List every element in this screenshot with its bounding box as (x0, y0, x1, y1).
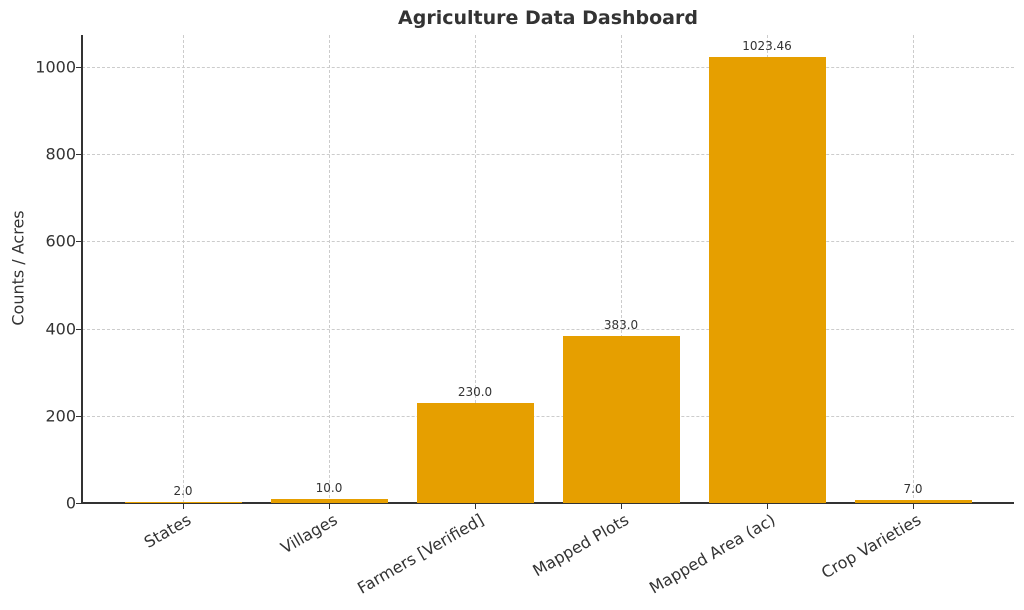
gridline-horizontal (82, 241, 1014, 243)
x-tick-label: Mapped Area (ac) (646, 510, 779, 598)
gridline-vertical (913, 35, 914, 503)
y-tick-label: 400 (45, 319, 76, 339)
gridline-vertical (183, 35, 184, 503)
bar-value-label: 1023.46 (742, 38, 792, 53)
x-tick-mark (329, 504, 330, 509)
bar-mapped-area-ac (708, 56, 826, 503)
x-tick-label: States (140, 510, 195, 552)
x-tick-mark (913, 504, 914, 509)
y-tick-label: 600 (45, 231, 76, 251)
bar-states (124, 502, 242, 503)
x-tick-mark (767, 504, 768, 509)
y-tick-mark (76, 67, 81, 68)
y-tick-mark (76, 328, 81, 330)
gridline-vertical (475, 35, 476, 503)
gridline-horizontal (82, 328, 1014, 330)
x-tick-mark (475, 504, 476, 509)
gridline-horizontal (82, 154, 1014, 156)
x-tick-label: Crop Varieties (817, 510, 925, 583)
x-tick-mark (183, 504, 184, 509)
bar-value-label: 10.0 (315, 480, 343, 495)
bar-crop-varieties (854, 499, 972, 503)
x-tick-label: Mapped Plots (529, 510, 632, 581)
gridline-horizontal (82, 415, 1014, 417)
x-tick-mark (621, 504, 622, 509)
bar-mapped-plots (562, 336, 680, 503)
bar-value-label: 230.0 (457, 384, 493, 399)
x-axis-line (81, 502, 1014, 504)
y-axis-label: Counts / Acres (8, 210, 28, 326)
y-tick-mark (76, 241, 81, 243)
bar-value-label: 2.0 (173, 484, 193, 499)
bar-value-label: 383.0 (603, 318, 639, 332)
gridline-horizontal (82, 67, 1014, 68)
gridline-vertical (621, 35, 622, 503)
bar-value-label: 7.0 (903, 481, 923, 496)
y-tick-label: 1000 (35, 57, 76, 77)
y-tick-mark (76, 503, 81, 504)
y-tick-mark (76, 154, 81, 156)
y-axis-line (81, 35, 83, 504)
x-tick-label: Farmers [Verified] (354, 510, 487, 598)
y-tick-label: 200 (45, 406, 76, 426)
y-tick-label: 800 (45, 144, 76, 164)
y-tick-mark (76, 415, 81, 417)
gridline-vertical (329, 35, 330, 503)
plot-area (82, 35, 1014, 503)
chart-title: Agriculture Data Dashboard (398, 7, 698, 29)
x-tick-label: Villages (277, 510, 341, 558)
bar-farmers-verified (416, 402, 534, 503)
bar-villages (270, 498, 388, 503)
y-tick-label: 0 (65, 493, 76, 513)
